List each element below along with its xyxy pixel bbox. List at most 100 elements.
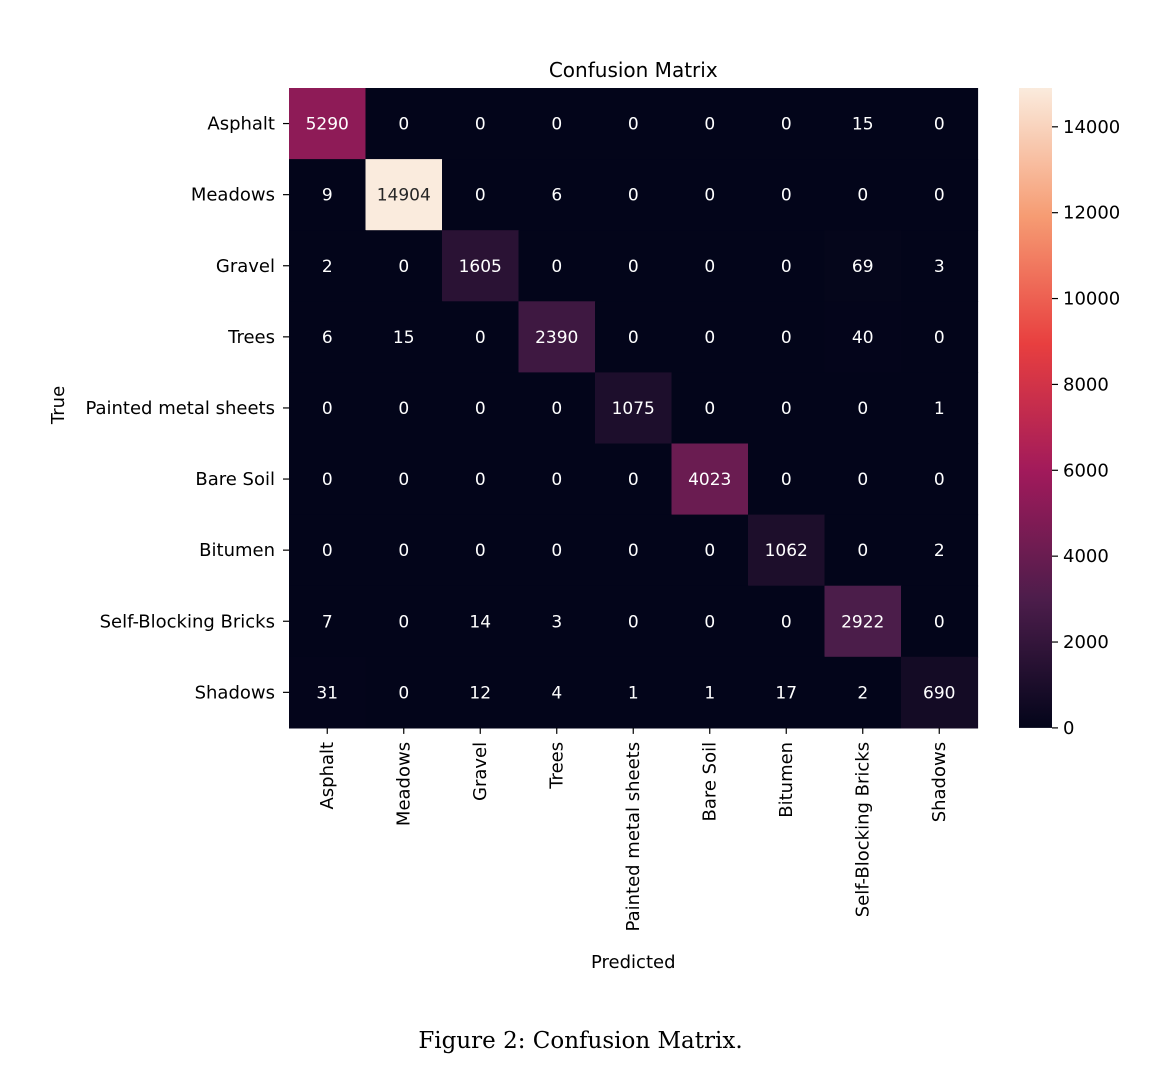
colorbar-tick-label: 8000	[1063, 374, 1109, 395]
cell-value-label: 0	[704, 257, 715, 277]
cell-value-label: 0	[704, 612, 715, 632]
x-tick-label-trees: Trees	[547, 742, 568, 790]
cell-shadows-trees	[518, 656, 596, 729]
cell-bare-soil-meadows	[365, 443, 443, 516]
y-tick-label-gravel: Gravel	[216, 256, 275, 277]
cell-meadows-bitumen	[748, 159, 826, 231]
cell-value-label: 2	[322, 257, 333, 277]
cell-value-label: 2922	[841, 612, 884, 632]
cell-trees-shadows	[901, 301, 979, 373]
x-tick-label-bitumen: Bitumen	[776, 742, 797, 818]
cell-value-label: 0	[704, 328, 715, 348]
cell-shadows-shadows	[901, 656, 979, 729]
cell-painted-metal-sheets-shadows	[901, 372, 979, 445]
cell-bare-soil-painted-metal-sheets	[595, 443, 673, 516]
cell-value-label: 0	[628, 257, 639, 277]
y-tick-label-painted-metal-sheets: Painted metal sheets	[85, 398, 275, 419]
cell-shadows-painted-metal-sheets	[595, 656, 673, 729]
cell-gravel-gravel	[442, 230, 520, 302]
cell-self-blocking-bricks-self-blocking-bricks	[824, 585, 902, 658]
cell-meadows-gravel	[442, 159, 520, 231]
cell-asphalt-bare-soil	[671, 88, 749, 160]
cell-gravel-trees	[518, 230, 596, 302]
cell-painted-metal-sheets-bitumen	[748, 372, 826, 445]
cell-value-label: 1	[934, 399, 945, 419]
cell-asphalt-painted-metal-sheets	[595, 88, 673, 160]
cell-gravel-bitumen	[748, 230, 826, 302]
cell-value-label: 1062	[765, 541, 808, 561]
cell-asphalt-self-blocking-bricks	[824, 88, 902, 160]
cell-value-label: 17	[775, 683, 797, 703]
cell-shadows-meadows	[365, 656, 443, 729]
cell-gravel-shadows	[901, 230, 979, 302]
cell-value-label: 0	[704, 541, 715, 561]
heatmap-cells: 5290 0 0 0 0 0 0 15 0 9 14904 0 6 0 0 0 0 0 2 0 1605 0 0 0 0 69 3 6…	[289, 88, 979, 729]
cell-value-label: 0	[704, 115, 715, 135]
cell-value-label: 40	[852, 328, 874, 348]
cell-value-label: 6	[322, 328, 333, 348]
cell-bare-soil-bare-soil	[671, 443, 749, 516]
cell-bare-soil-self-blocking-bricks	[824, 443, 902, 516]
cell-value-label: 0	[398, 115, 409, 135]
cell-value-label: 0	[475, 328, 486, 348]
cell-value-label: 2	[857, 683, 868, 703]
cell-shadows-gravel	[442, 656, 520, 729]
cell-value-label: 0	[704, 186, 715, 206]
cell-bare-soil-shadows	[901, 443, 979, 516]
cell-value-label: 0	[398, 541, 409, 561]
y-tick-label-bare-soil: Bare Soil	[195, 469, 275, 490]
cell-value-label: 690	[923, 683, 955, 703]
cell-bitumen-bitumen	[748, 514, 826, 587]
cell-bare-soil-trees	[518, 443, 596, 516]
cell-self-blocking-bricks-trees	[518, 585, 596, 658]
cell-meadows-shadows	[901, 159, 979, 231]
cell-bitumen-trees	[518, 514, 596, 587]
cell-value-label: 0	[934, 186, 945, 206]
cell-value-label: 1	[628, 683, 639, 703]
cell-value-label: 3	[551, 612, 562, 632]
cell-meadows-trees	[518, 159, 596, 231]
y-tick-label-meadows: Meadows	[191, 185, 275, 206]
cell-asphalt-shadows	[901, 88, 979, 160]
cell-value-label: 0	[551, 257, 562, 277]
y-axis-ticks: Asphalt Meadows Gravel Trees Painted metal s…	[85, 114, 289, 703]
cell-value-label: 6	[551, 186, 562, 206]
cell-value-label: 0	[398, 257, 409, 277]
cell-value-label: 1	[704, 683, 715, 703]
cell-value-label: 0	[934, 115, 945, 135]
cell-bare-soil-gravel	[442, 443, 520, 516]
cell-trees-trees	[518, 301, 596, 373]
cell-value-label: 0	[398, 683, 409, 703]
cell-value-label: 0	[551, 115, 562, 135]
x-axis-ticks: Asphalt Meadows Gravel Trees Painted metal s…	[317, 727, 950, 931]
colorbar-tick-label: 12000	[1063, 203, 1120, 224]
x-tick-label-gravel: Gravel	[470, 742, 491, 801]
cell-value-label: 0	[781, 399, 792, 419]
cell-value-label: 0	[857, 399, 868, 419]
cell-value-label: 0	[781, 115, 792, 135]
cell-value-label: 0	[781, 186, 792, 206]
cell-value-label: 0	[934, 328, 945, 348]
cell-value-label: 0	[475, 186, 486, 206]
cell-self-blocking-bricks-gravel	[442, 585, 520, 658]
cell-value-label: 0	[628, 328, 639, 348]
cell-value-label: 7	[322, 612, 333, 632]
cell-value-label: 4023	[688, 470, 731, 490]
cell-value-label: 0	[628, 186, 639, 206]
cell-value-label: 0	[857, 470, 868, 490]
cell-value-label: 12	[469, 683, 491, 703]
y-tick-label-trees: Trees	[227, 327, 275, 348]
cell-value-label: 14904	[377, 186, 431, 206]
chart-title: Confusion Matrix	[549, 58, 718, 82]
cell-meadows-asphalt	[289, 159, 367, 231]
cell-value-label: 2390	[535, 328, 578, 348]
cell-value-label: 2	[934, 541, 945, 561]
cell-value-label: 0	[475, 399, 486, 419]
cell-value-label: 0	[628, 541, 639, 561]
cell-self-blocking-bricks-painted-metal-sheets	[595, 585, 673, 658]
cell-self-blocking-bricks-meadows	[365, 585, 443, 658]
cell-painted-metal-sheets-gravel	[442, 372, 520, 445]
cell-value-label: 0	[628, 470, 639, 490]
x-tick-label-asphalt: Asphalt	[317, 742, 338, 810]
